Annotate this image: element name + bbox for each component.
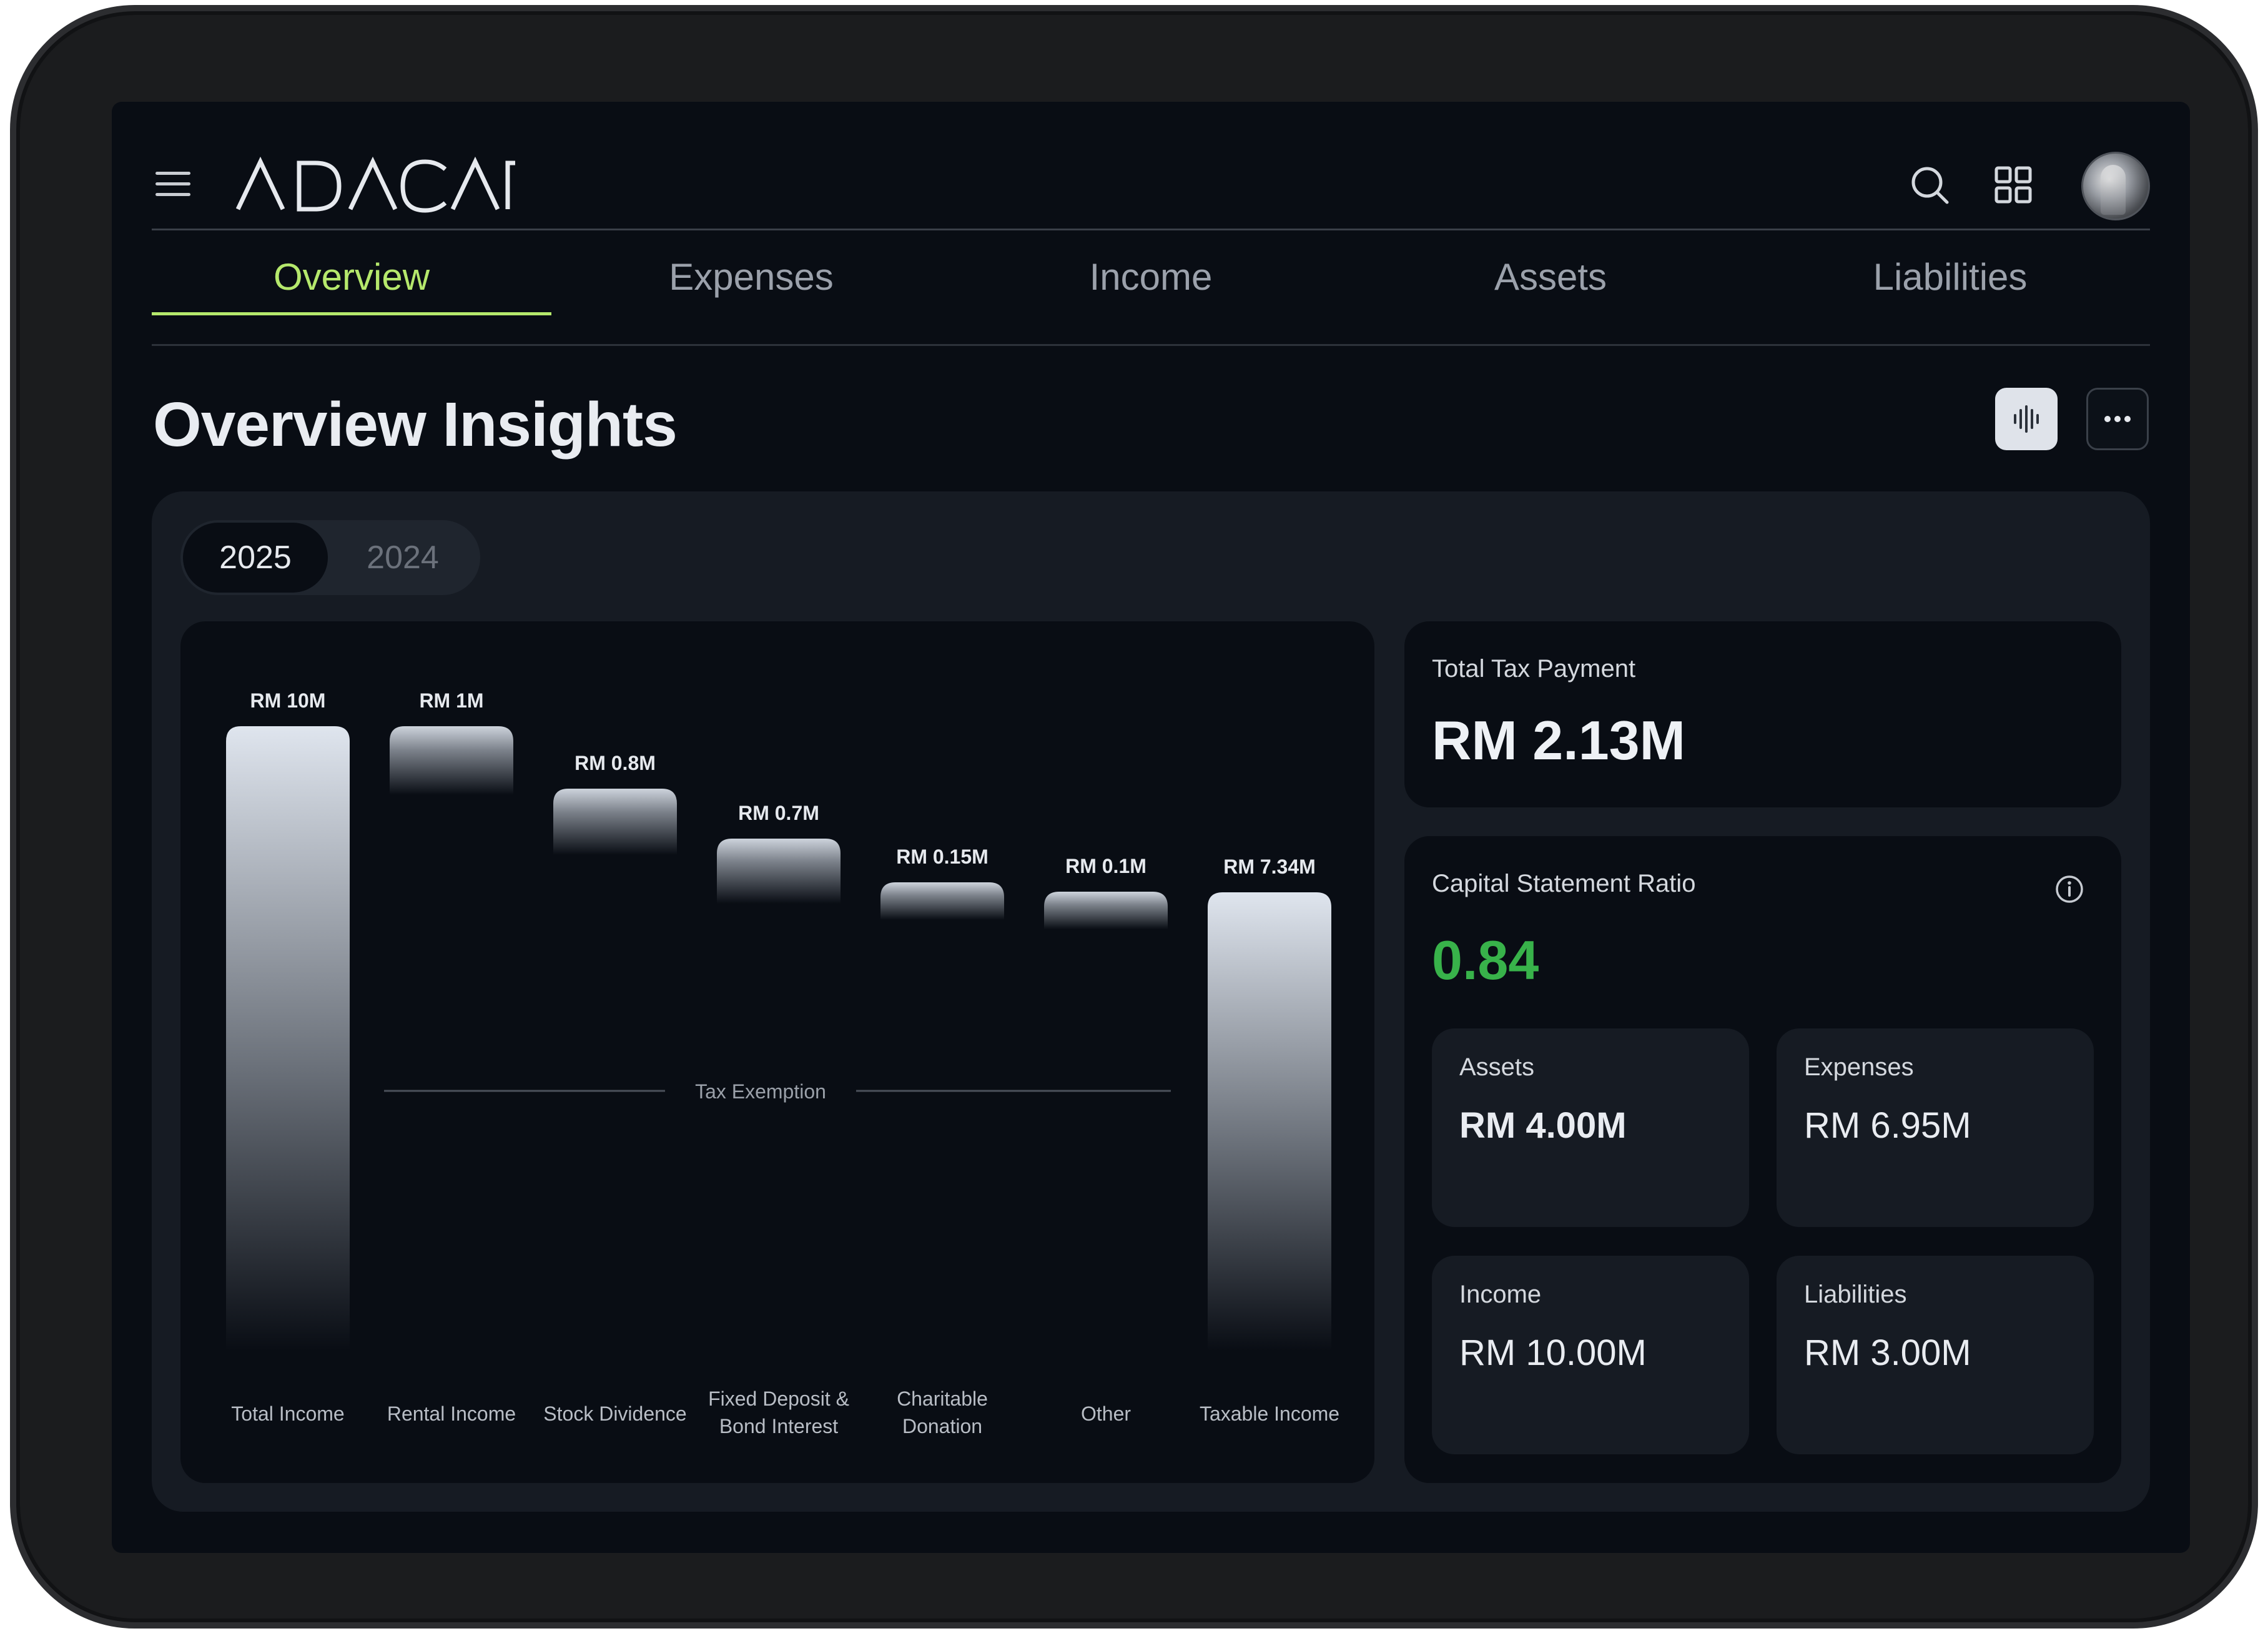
bar-value-label: RM 7.34M (1223, 855, 1316, 878)
assets-tile[interactable]: Assets RM 4.00M (1432, 1028, 1749, 1227)
tab-assets[interactable]: Assets (1494, 255, 1607, 298)
capital-ratio-card: Capital Statement Ratio 0.84 Assets RM 4… (1404, 836, 2121, 1483)
more-horizontal-icon (2104, 416, 2131, 422)
assets-tile-value: RM 4.00M (1459, 1105, 1627, 1146)
capital-ratio-label: Capital Statement Ratio (1432, 870, 1696, 897)
tab-overview[interactable]: Overview (152, 239, 551, 315)
user-avatar[interactable] (2081, 152, 2150, 220)
assets-tile-label: Assets (1459, 1053, 1535, 1081)
category-tick-label: Donation (902, 1415, 982, 1437)
tax-exemption-annotation: Tax Exemption (695, 1080, 826, 1103)
bar-value-label: RM 0.1M (1065, 855, 1146, 877)
category-tick-label: Other (1081, 1402, 1131, 1425)
year-toggle: 2025 2024 (180, 520, 480, 595)
income-tile-label: Income (1459, 1281, 1542, 1308)
tab-bar: Overview Expenses Income Assets Liabilit… (152, 239, 2150, 315)
expenses-tile-label: Expenses (1804, 1053, 1914, 1081)
header-divider (152, 229, 2150, 230)
chart-bar[interactable] (880, 882, 1004, 920)
category-tick-label: Charitable (897, 1387, 988, 1410)
bar-value-label: RM 0.15M (896, 845, 989, 868)
grid-icon[interactable] (1993, 164, 2034, 205)
bar-value-label: RM 1M (419, 689, 483, 712)
liabilities-tile[interactable]: Liabilities RM 3.00M (1777, 1256, 2094, 1454)
tab-liabilities[interactable]: Liabilities (1873, 255, 2028, 298)
chart-bar[interactable] (226, 726, 350, 1351)
hamburger-menu-icon[interactable] (155, 172, 190, 197)
total-tax-value: RM 2.13M (1432, 709, 1685, 771)
waterfall-chart: Tax Exemption RM 10M Total Income RM 1M Ren… (226, 689, 1339, 1437)
total-tax-label: Total Tax Payment (1432, 655, 1636, 683)
chart-view-button[interactable] (1995, 388, 2058, 450)
waterfall-chart-card: Tax Exemption RM 10M Total Income RM 1M Ren… (180, 621, 1374, 1483)
expenses-tile[interactable]: Expenses RM 6.95M (1777, 1028, 2094, 1227)
search-icon[interactable] (1909, 164, 1950, 205)
logo-wordmark (235, 156, 515, 213)
app-screen: Overview Expenses Income Assets Liabilit… (112, 102, 2190, 1553)
bar-value-label: RM 0.7M (738, 802, 819, 824)
year-2025-button[interactable]: 2025 (183, 523, 328, 593)
tab-expenses[interactable]: Expenses (669, 255, 834, 298)
page-title: Overview Insights (153, 390, 678, 460)
liabilities-tile-label: Liabilities (1804, 1281, 1907, 1308)
chart-bar[interactable] (553, 789, 677, 855)
income-tile[interactable]: Income RM 10.00M (1432, 1256, 1749, 1454)
expenses-tile-value: RM 6.95M (1804, 1105, 1971, 1146)
tabs-divider (152, 344, 2150, 346)
total-tax-card: Total Tax Payment RM 2.13M (1404, 621, 2121, 807)
category-tick-label: Bond Interest (719, 1415, 838, 1437)
tablet-frame: Overview Expenses Income Assets Liabilit… (10, 5, 2258, 1629)
chart-bar[interactable] (1208, 892, 1331, 1351)
chart-bar[interactable] (1044, 892, 1168, 929)
category-tick-label: Rental Income (387, 1402, 516, 1425)
more-options-button[interactable] (2086, 388, 2149, 450)
capital-ratio-value: 0.84 (1432, 929, 1539, 991)
income-tile-value: RM 10.00M (1459, 1333, 1647, 1373)
category-tick-label: Taxable Income (1200, 1402, 1339, 1425)
tab-income[interactable]: Income (1089, 255, 1213, 298)
liabilities-tile-value: RM 3.00M (1804, 1333, 1971, 1373)
insights-panel: 2025 2024 (152, 491, 2150, 1512)
category-tick-label: Stock Dividence (543, 1402, 686, 1425)
bar-value-label: RM 0.8M (574, 752, 656, 774)
category-tick-label: Fixed Deposit & (708, 1387, 849, 1410)
waveform-icon (2014, 405, 2039, 433)
category-tick-label: Total Income (231, 1402, 344, 1425)
year-2024-button[interactable]: 2024 (367, 540, 439, 576)
chart-bar[interactable] (390, 726, 513, 795)
bar-value-label: RM 10M (250, 689, 326, 712)
info-icon[interactable] (2054, 874, 2085, 905)
adacap-logo (234, 156, 521, 213)
chart-bar[interactable] (717, 839, 841, 904)
